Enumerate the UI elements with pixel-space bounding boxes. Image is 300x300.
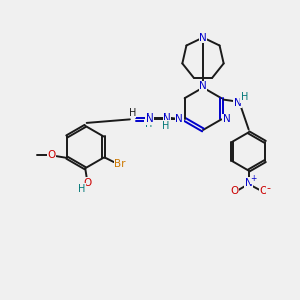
Text: -: -: [267, 183, 271, 193]
Text: N: N: [199, 81, 207, 92]
Text: N: N: [146, 114, 154, 124]
Text: +: +: [250, 174, 256, 183]
Text: N: N: [146, 113, 154, 123]
Text: O: O: [83, 178, 92, 188]
Text: Br: Br: [114, 159, 125, 169]
Text: N: N: [245, 178, 253, 188]
Text: N: N: [199, 32, 207, 43]
Text: H: H: [145, 119, 152, 129]
Text: H: H: [78, 184, 85, 194]
Text: O: O: [47, 150, 56, 160]
Text: H: H: [128, 108, 136, 118]
Text: O: O: [230, 186, 238, 196]
Text: H: H: [162, 121, 169, 131]
Text: N: N: [234, 98, 242, 108]
Text: O: O: [259, 186, 268, 196]
Text: N: N: [223, 114, 230, 124]
Text: N: N: [163, 114, 171, 124]
Text: N: N: [176, 114, 183, 124]
Text: N: N: [163, 113, 171, 123]
Text: H: H: [241, 92, 248, 102]
